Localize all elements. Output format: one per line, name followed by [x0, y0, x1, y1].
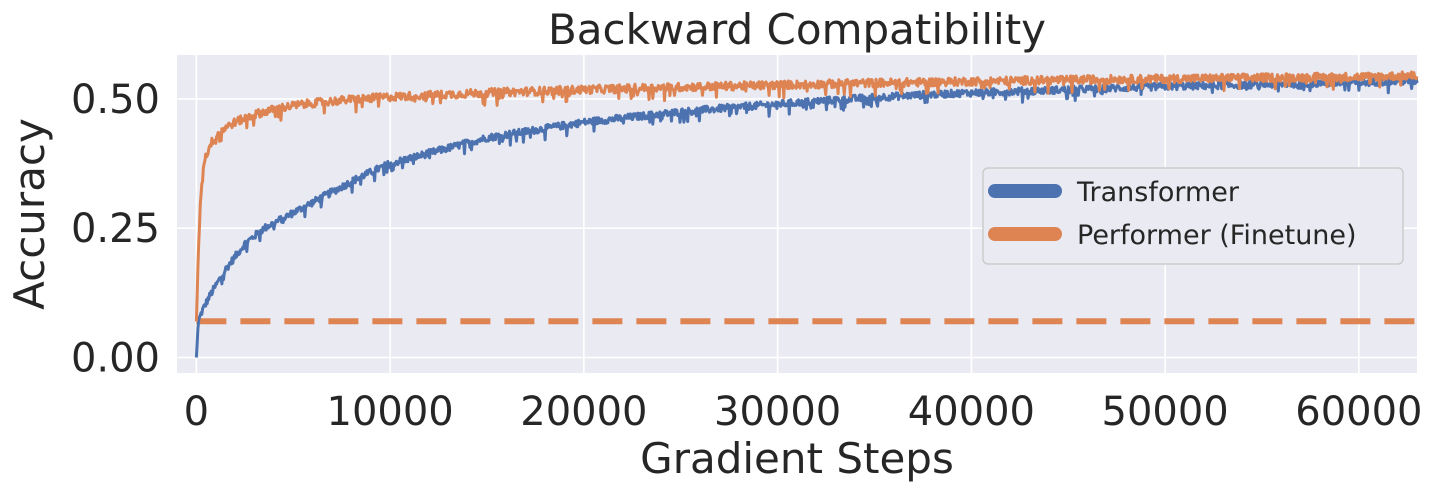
y-tick-labels: 0.00 0.25 0.50: [71, 77, 160, 382]
y-tick-label: 0.25: [71, 206, 160, 252]
legend-label-performer: Performer (Finetune): [1077, 220, 1357, 251]
x-axis-label: Gradient Steps: [640, 434, 954, 483]
series-lines: [194, 70, 1419, 358]
legend-box: [982, 167, 1404, 265]
x-tick-label: 10000: [327, 389, 454, 435]
x-tick-label: 50000: [1102, 389, 1229, 435]
x-tick-label: 0: [184, 389, 209, 435]
x-tick-label: 20000: [520, 389, 647, 435]
x-tick-label: 60000: [1295, 389, 1422, 435]
series-line-performer: [194, 70, 1419, 322]
y-tick-label: 0.00: [71, 335, 160, 381]
legend: Transformer Performer (Finetune): [982, 167, 1404, 265]
chart-title: Backward Compatibility: [548, 5, 1046, 54]
series-line-transformer: [194, 76, 1419, 358]
y-tick-label: 0.50: [71, 77, 160, 123]
legend-label-transformer: Transformer: [1076, 177, 1240, 208]
x-tick-labels: 0 10000 20000 30000 40000 50000 60000: [184, 389, 1423, 435]
x-tick-label: 40000: [908, 389, 1035, 435]
x-tick-label: 30000: [714, 389, 841, 435]
y-axis-label: Accuracy: [5, 118, 54, 310]
